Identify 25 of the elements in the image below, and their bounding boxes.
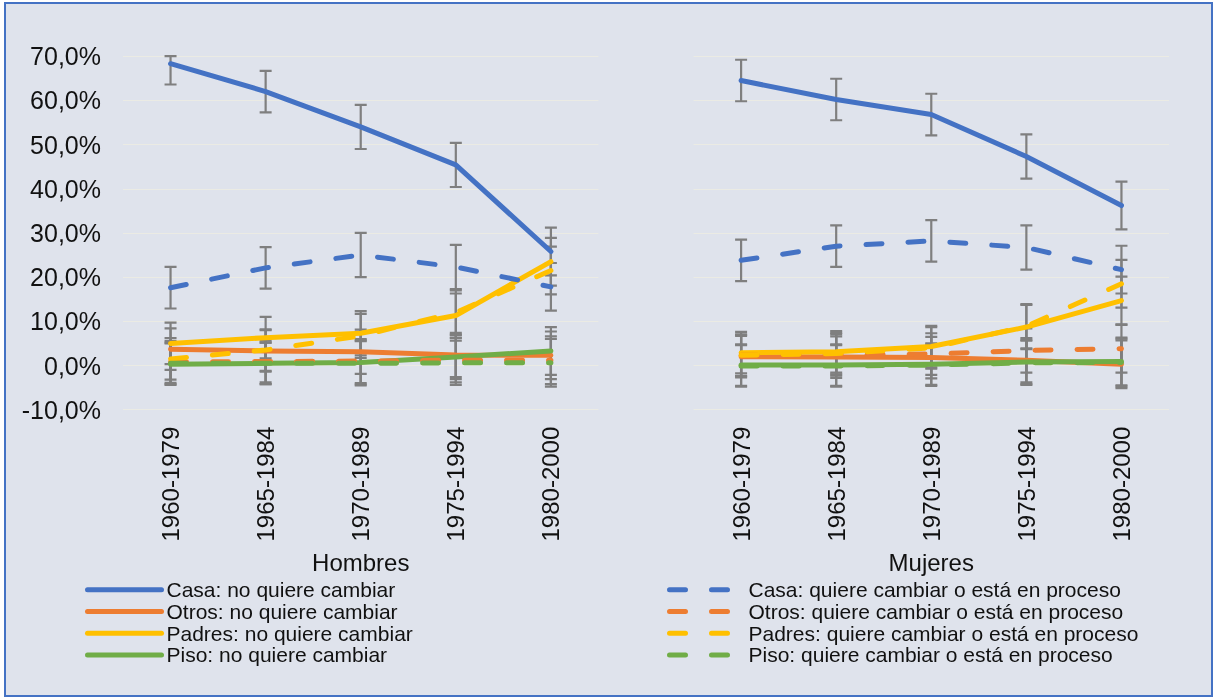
x-tick-label: 1975-1994	[442, 426, 470, 542]
y-tick-label: -10,0%	[21, 395, 101, 424]
x-tick-label: 1965-1984	[822, 426, 850, 542]
y-tick-label: 40,0%	[30, 174, 101, 203]
y-tick-label: 50,0%	[30, 130, 101, 159]
y-tick-label: 30,0%	[30, 218, 101, 247]
x-tick-label: 1975-1994	[1012, 426, 1040, 542]
legend-label: Otros: quiere cambiar o está en proceso	[748, 600, 1124, 624]
legend-label: Casa: no quiere cambiar	[166, 578, 396, 602]
x-tick-label: 1965-1984	[252, 426, 280, 542]
y-tick-label: 60,0%	[30, 86, 101, 115]
x-axis-title: Hombres	[312, 549, 410, 577]
x-tick-label: 1980-2000	[1107, 426, 1135, 542]
x-tick-label: 1960-1979	[727, 426, 755, 542]
y-tick-label: 20,0%	[30, 263, 101, 292]
y-tick-label: 70,0%	[30, 42, 101, 71]
x-tick-label: 1960-1979	[157, 426, 185, 542]
x-tick-label: 1980-2000	[537, 426, 565, 542]
x-tick-label: 1970-1989	[917, 426, 945, 542]
y-tick-label: 0,0%	[44, 351, 101, 380]
y-tick-label: 10,0%	[30, 307, 101, 336]
legend-label: Otros: no quiere cambiar	[166, 600, 398, 624]
x-tick-label: 1970-1989	[347, 426, 375, 542]
x-axis-title: Mujeres	[888, 549, 974, 577]
legend-label: Casa: quiere cambiar o está en proceso	[748, 578, 1121, 602]
